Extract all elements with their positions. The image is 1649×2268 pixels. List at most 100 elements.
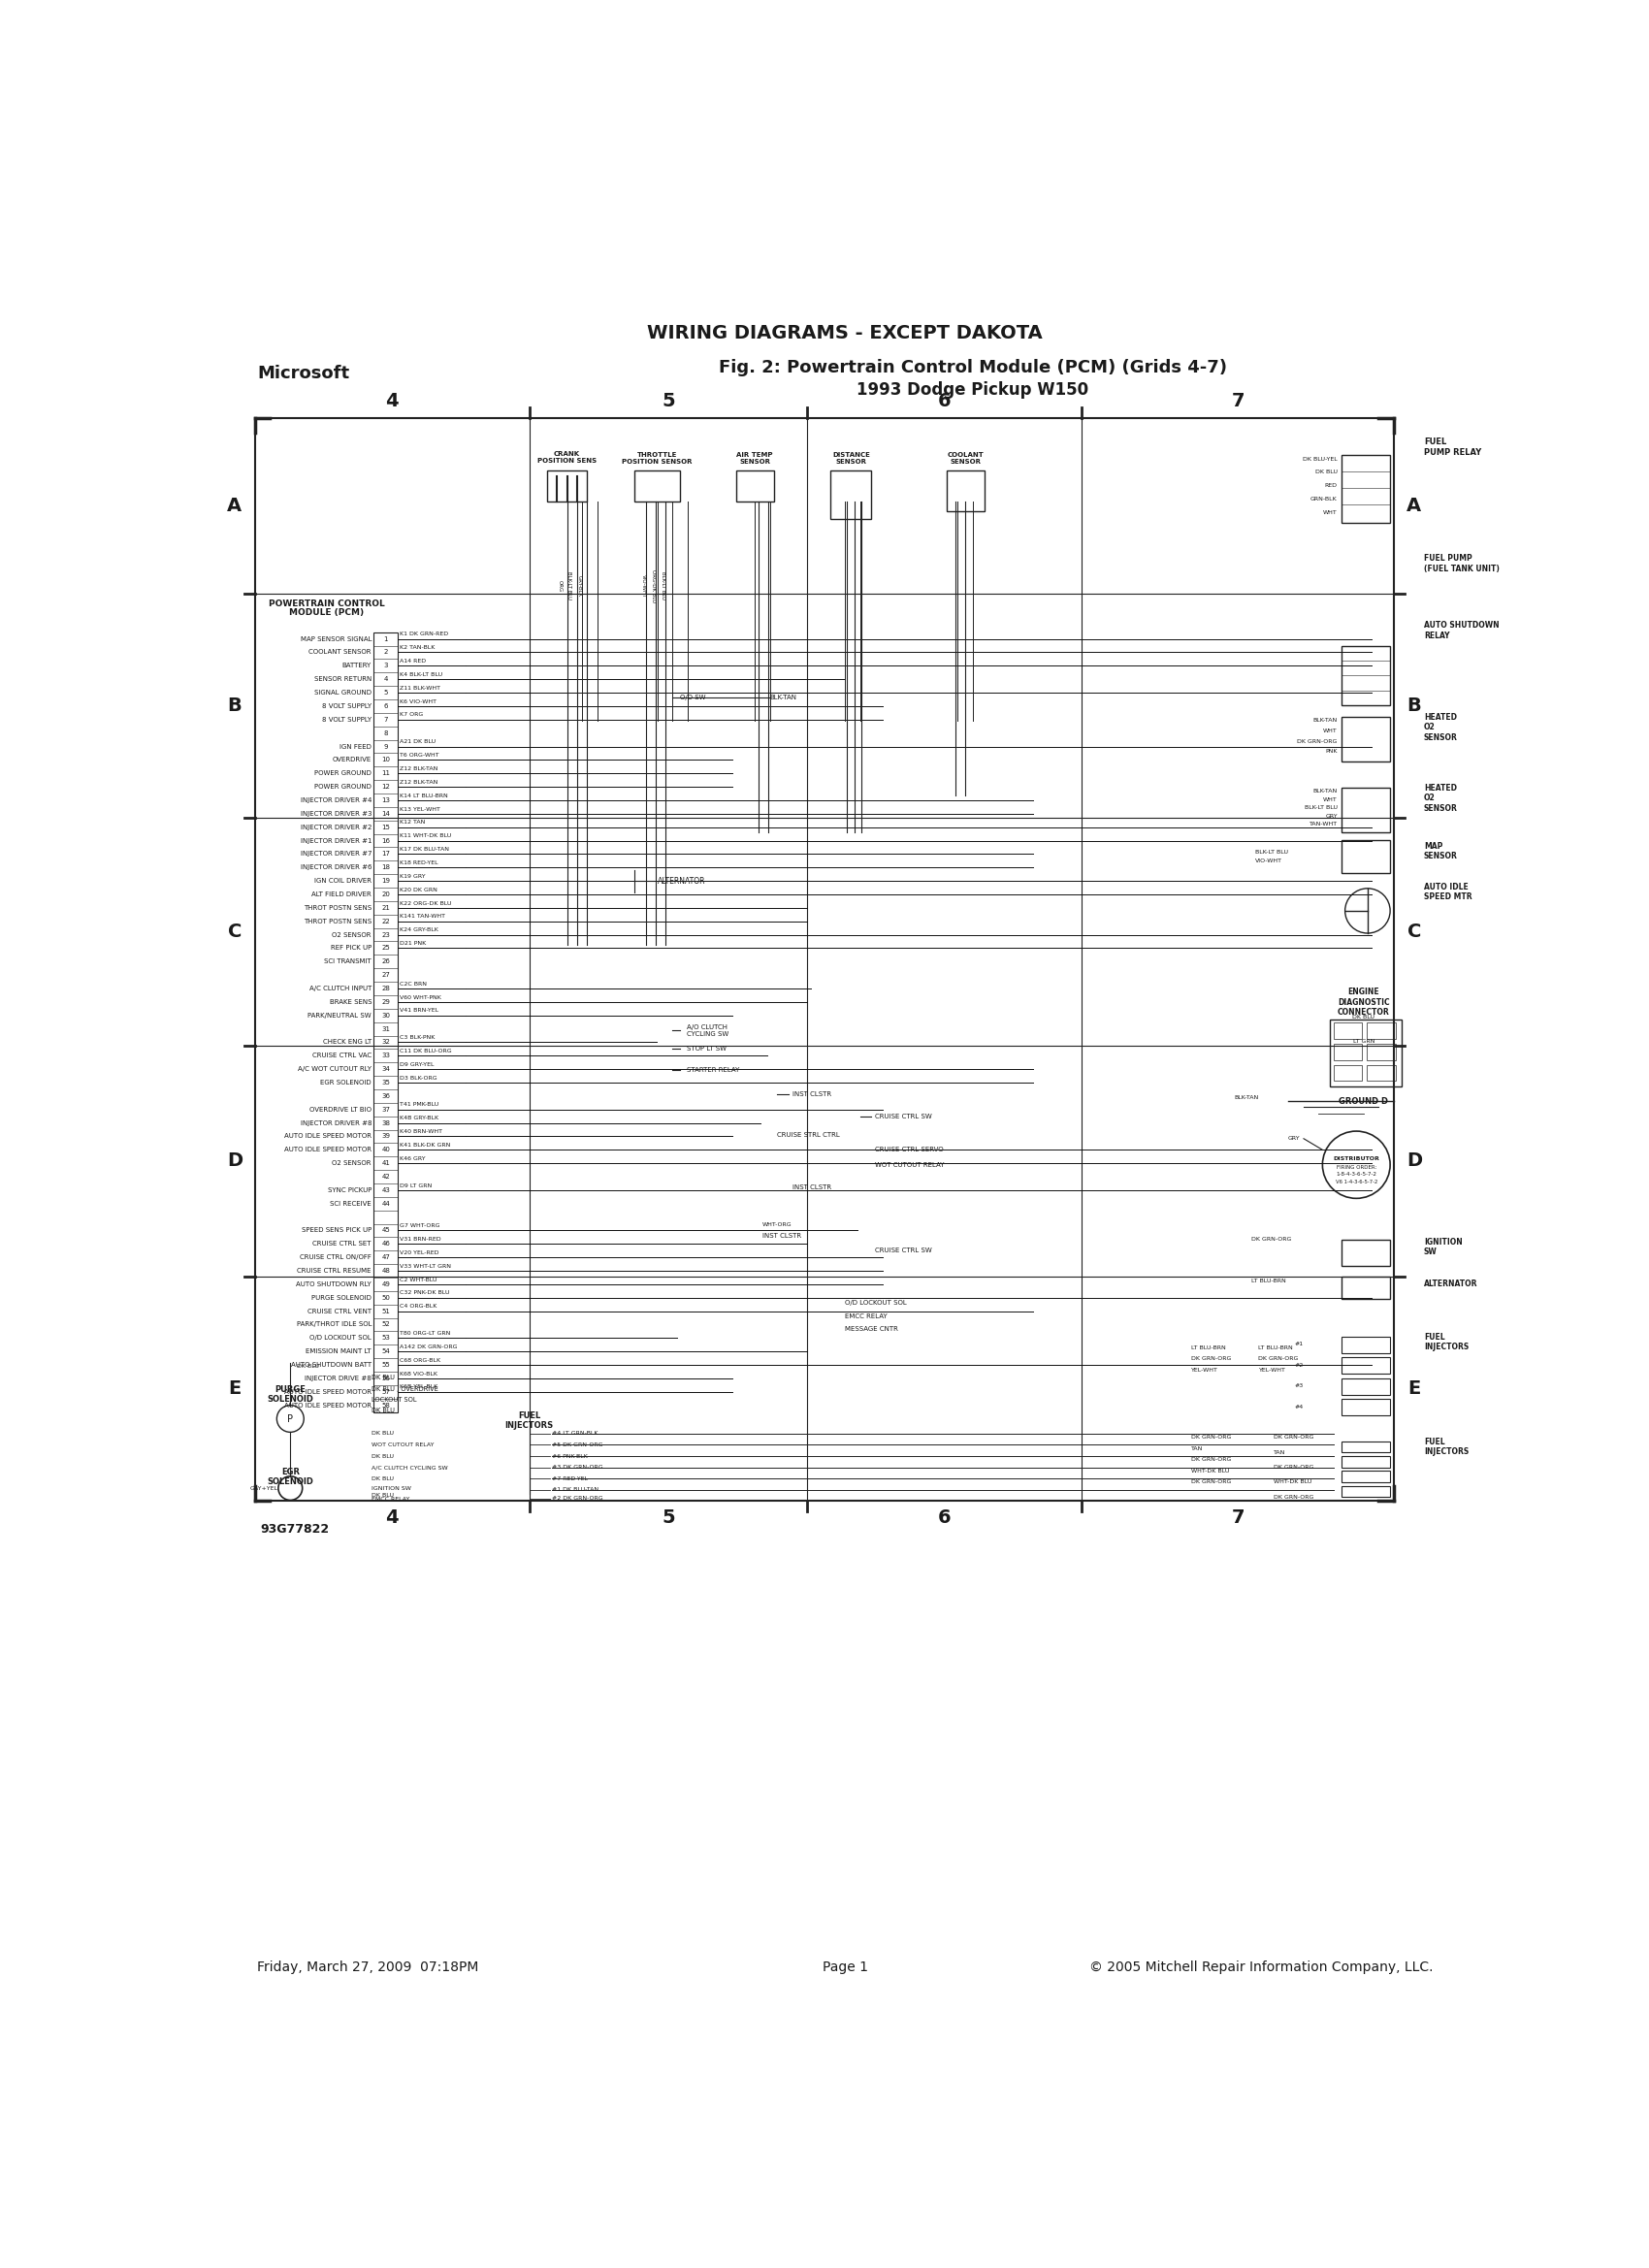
Text: GAY+YEL: GAY+YEL — [249, 1486, 277, 1490]
Text: K46 GRY: K46 GRY — [401, 1157, 425, 1161]
Text: D21 PNK: D21 PNK — [401, 941, 427, 946]
Text: INST CLSTR: INST CLSTR — [793, 1091, 831, 1098]
Text: DISTRIBUTOR: DISTRIBUTOR — [1332, 1157, 1380, 1161]
Text: SCI TRANSMIT: SCI TRANSMIT — [325, 959, 371, 964]
Text: 12: 12 — [381, 785, 391, 789]
Bar — [1341, 646, 1390, 705]
Text: FUEL
INJECTORS: FUEL INJECTORS — [1425, 1438, 1469, 1456]
Bar — [1341, 1359, 1390, 1374]
Text: 58: 58 — [381, 1402, 391, 1408]
Text: BLK-TAN: BLK-TAN — [770, 694, 796, 701]
Text: V41 BRN-YEL: V41 BRN-YEL — [401, 1009, 439, 1014]
Text: #4: #4 — [1294, 1404, 1304, 1408]
Text: A/C CLUTCH CYCLING SW: A/C CLUTCH CYCLING SW — [371, 1465, 449, 1470]
Text: T80 ORG-LT GRN: T80 ORG-LT GRN — [401, 1331, 450, 1336]
Bar — [1341, 1277, 1390, 1300]
Text: DK BLU: DK BLU — [371, 1374, 394, 1381]
Bar — [1341, 839, 1390, 873]
Text: DK BLU: DK BLU — [297, 1363, 318, 1370]
Circle shape — [279, 1476, 302, 1499]
Text: 23: 23 — [381, 932, 391, 937]
Text: ENGINE
DIAGNOSTIC
CONNECTOR: ENGINE DIAGNOSTIC CONNECTOR — [1337, 989, 1390, 1016]
Text: 10: 10 — [381, 758, 391, 762]
Text: TAN-WHT: TAN-WHT — [1309, 821, 1337, 826]
Text: BLK-LT BLU: BLK-LT BLU — [1255, 850, 1288, 855]
Text: K4B GRY-BLK: K4B GRY-BLK — [401, 1116, 439, 1120]
Text: WHT-DK BLU: WHT-DK BLU — [1273, 1479, 1313, 1486]
Bar — [1334, 1023, 1362, 1039]
Text: K12 TAN: K12 TAN — [401, 821, 425, 826]
Text: AUTO SHUTDOWN RLY: AUTO SHUTDOWN RLY — [297, 1281, 371, 1288]
Text: K18 RED-YEL: K18 RED-YEL — [401, 860, 439, 864]
Text: 93G77822: 93G77822 — [261, 1524, 330, 1535]
Text: INJECTOR DRIVER #8: INJECTOR DRIVER #8 — [300, 1120, 371, 1125]
Bar — [1367, 1064, 1395, 1082]
Bar — [1334, 1043, 1362, 1059]
Text: STOP LT SW: STOP LT SW — [688, 1046, 727, 1052]
Text: FUEL
INJECTORS: FUEL INJECTORS — [1425, 1334, 1469, 1352]
Text: P: P — [287, 1413, 294, 1424]
Text: IGNITION SW: IGNITION SW — [371, 1486, 411, 1490]
Text: 3: 3 — [384, 662, 388, 669]
Text: 38: 38 — [381, 1120, 391, 1125]
Text: B: B — [1407, 696, 1421, 714]
Text: 19: 19 — [381, 878, 391, 885]
Text: #4 LT GRN-BLK: #4 LT GRN-BLK — [552, 1431, 599, 1436]
Text: K68 VIO-BLK: K68 VIO-BLK — [401, 1372, 439, 1377]
Text: O/D SW: O/D SW — [679, 694, 706, 701]
Text: T6 ORG-WHT: T6 ORG-WHT — [401, 753, 440, 758]
Text: K13 YEL-WHT: K13 YEL-WHT — [401, 807, 440, 812]
Text: INJECTOR DRIVER #4: INJECTOR DRIVER #4 — [300, 798, 371, 803]
Text: FUEL
PUMP RELAY: FUEL PUMP RELAY — [1425, 438, 1481, 456]
Text: ALTERNATOR: ALTERNATOR — [1425, 1279, 1478, 1288]
Text: DK GRN-ORG: DK GRN-ORG — [1191, 1356, 1232, 1361]
Text: GRN-BLK: GRN-BLK — [1311, 497, 1337, 501]
Text: A14 RED: A14 RED — [401, 658, 427, 665]
Text: 5: 5 — [661, 1508, 674, 1526]
Bar — [547, 469, 587, 501]
Text: 29: 29 — [381, 998, 391, 1005]
Text: DK BLU , OVERDRIVE: DK BLU , OVERDRIVE — [371, 1386, 439, 1393]
Text: BLK-LT BLU: BLK-LT BLU — [1304, 805, 1337, 810]
Bar — [1341, 456, 1390, 522]
Text: O2 SENSOR: O2 SENSOR — [331, 932, 371, 937]
Text: AUTO SHUTDOWN BATT: AUTO SHUTDOWN BATT — [290, 1363, 371, 1368]
Text: 47: 47 — [381, 1254, 391, 1261]
Text: INST CLSTR: INST CLSTR — [762, 1234, 801, 1238]
Text: 35: 35 — [381, 1080, 391, 1086]
Text: THROTTLE
POSITION SENSOR: THROTTLE POSITION SENSOR — [622, 451, 693, 465]
Text: INJECTOR DRIVER #1: INJECTOR DRIVER #1 — [300, 837, 371, 844]
Text: 13: 13 — [381, 798, 391, 803]
Text: 20: 20 — [381, 891, 391, 898]
Text: PARK/NEUTRAL SW: PARK/NEUTRAL SW — [308, 1012, 371, 1018]
Text: 18: 18 — [381, 864, 391, 871]
Text: BLK-TAN: BLK-TAN — [1233, 1095, 1258, 1100]
Text: #2: #2 — [1294, 1363, 1304, 1368]
Text: C2 WHT-BLU: C2 WHT-BLU — [401, 1277, 437, 1281]
Text: AUTO IDLE SPEED MOTOR: AUTO IDLE SPEED MOTOR — [284, 1134, 371, 1139]
Text: DK GRN-ORG: DK GRN-ORG — [1191, 1436, 1232, 1440]
Text: 4: 4 — [384, 676, 388, 683]
Text: OVERDRIVE: OVERDRIVE — [333, 758, 371, 762]
Text: A: A — [1407, 497, 1421, 515]
Text: 9: 9 — [384, 744, 388, 748]
Text: LT GRN: LT GRN — [1352, 1039, 1375, 1043]
Text: 31: 31 — [381, 1025, 391, 1032]
Text: 46: 46 — [381, 1241, 391, 1247]
Text: WHT-ORG: WHT-ORG — [762, 1222, 792, 1227]
Text: POWERTRAIN CONTROL: POWERTRAIN CONTROL — [269, 599, 384, 608]
Text: 7: 7 — [1232, 1508, 1245, 1526]
Text: WHT: WHT — [1322, 510, 1337, 515]
Text: 49: 49 — [381, 1281, 391, 1288]
Text: DK GRN-ORG: DK GRN-ORG — [1273, 1436, 1314, 1440]
Text: BLK-TAN: BLK-TAN — [1313, 789, 1337, 794]
Text: HEATED
O2
SENSOR: HEATED O2 SENSOR — [1425, 712, 1458, 742]
Bar — [1341, 1456, 1390, 1467]
Text: EGR
SOLENOID: EGR SOLENOID — [267, 1467, 313, 1486]
Text: O/D LOCKOUT SOL: O/D LOCKOUT SOL — [844, 1300, 907, 1306]
Text: AUTO IDLE SPEED MOTOR: AUTO IDLE SPEED MOTOR — [284, 1402, 371, 1408]
Text: 27: 27 — [381, 973, 391, 978]
Text: CRUISE CTRL ON/OFF: CRUISE CTRL ON/OFF — [300, 1254, 371, 1261]
Text: AUTO IDLE SPEED MOTOR: AUTO IDLE SPEED MOTOR — [284, 1388, 371, 1395]
Text: INJECTOR DRIVER #6: INJECTOR DRIVER #6 — [300, 864, 371, 871]
